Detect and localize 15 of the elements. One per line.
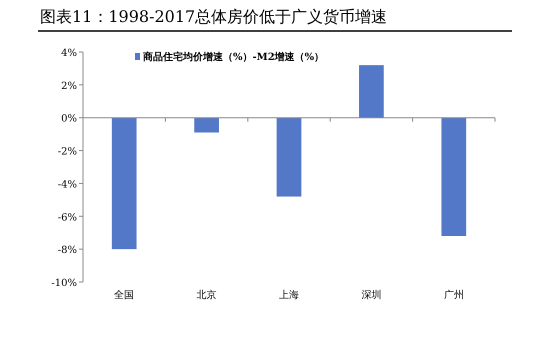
x-tick-label: 深圳 [361, 289, 382, 301]
x-tick-label: 全国 [114, 289, 134, 301]
y-tick-label: -8% [58, 245, 77, 256]
y-tick-label: 0% [61, 114, 77, 125]
y-tick-label: 2% [61, 80, 77, 92]
y-tick-label: -10% [51, 278, 77, 289]
y-tick-label: 4% [61, 48, 77, 59]
chart-title: 图表11：1998-2017总体房价低于广义货币增速 [40, 7, 388, 26]
x-tick-label: 广州 [444, 289, 464, 301]
y-tick-label: -6% [58, 212, 77, 224]
x-tick-label: 北京 [196, 289, 217, 301]
y-tick-label: -4% [58, 179, 77, 190]
x-tick-label: 上海 [279, 289, 299, 301]
legend-label: 商品住宅均价增速（%）-M2增速（%） [142, 51, 324, 63]
y-tick-label: -2% [58, 146, 77, 158]
